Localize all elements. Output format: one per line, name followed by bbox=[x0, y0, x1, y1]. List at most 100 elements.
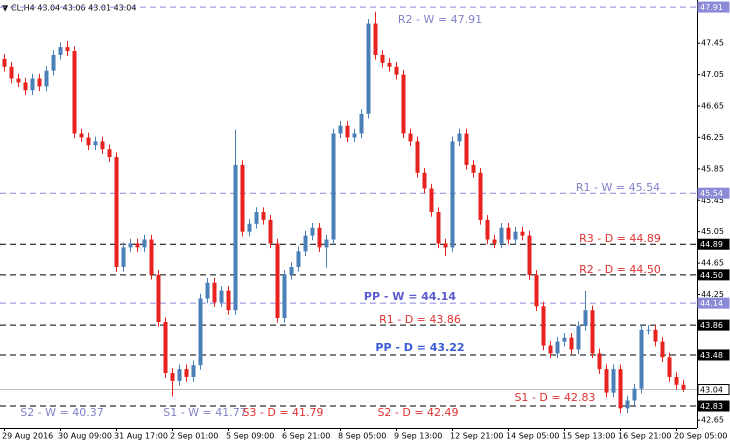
candle-body bbox=[597, 353, 602, 370]
candle-body bbox=[373, 23, 378, 55]
price-box bbox=[697, 319, 730, 331]
candle-body bbox=[107, 149, 112, 158]
candle-body bbox=[352, 133, 357, 138]
level-annotation: R3 - D = 44.89 bbox=[579, 232, 661, 245]
candle-body bbox=[590, 310, 595, 354]
candle-body bbox=[401, 74, 406, 134]
candle-body bbox=[569, 337, 574, 350]
candle-body bbox=[247, 223, 252, 232]
candle-body bbox=[457, 133, 462, 142]
candle-body bbox=[667, 357, 672, 377]
candle-body bbox=[506, 227, 511, 240]
candle-body bbox=[541, 306, 546, 346]
candle-body bbox=[170, 373, 175, 381]
candle-body bbox=[646, 329, 651, 331]
x-tick-label: 15 Sep 13:00 bbox=[562, 432, 615, 441]
candle-body bbox=[653, 329, 658, 342]
candle-body bbox=[240, 164, 245, 232]
candle-body bbox=[534, 274, 539, 307]
candle-body bbox=[408, 133, 413, 142]
price-box-label: 44.50 bbox=[700, 271, 723, 280]
price-box-label: 44.89 bbox=[700, 240, 723, 249]
y-tick-label: 45.85 bbox=[701, 164, 724, 173]
candle-body bbox=[205, 282, 210, 299]
candle-body bbox=[639, 329, 644, 389]
candle-body bbox=[345, 125, 350, 138]
candle-body bbox=[583, 310, 588, 326]
candle-body bbox=[135, 243, 140, 248]
y-tick-label: 47.45 bbox=[701, 39, 724, 48]
x-tick-label: 2 Sep 01:00 bbox=[170, 432, 218, 441]
candle-body bbox=[212, 282, 217, 303]
candle-body bbox=[37, 78, 42, 87]
x-tick-label: 8 Sep 05:00 bbox=[338, 432, 386, 441]
price-box-label: 43.86 bbox=[700, 321, 723, 330]
candle-body bbox=[317, 227, 322, 248]
candle-body bbox=[380, 54, 385, 63]
level-annotation: R2 - D = 44.50 bbox=[579, 263, 661, 276]
candle-body bbox=[114, 157, 119, 268]
candle-body bbox=[394, 66, 399, 75]
price-box bbox=[697, 238, 730, 250]
candle-body bbox=[604, 369, 609, 393]
candle-body bbox=[576, 325, 581, 350]
level-annotation: R1 - D = 43.86 bbox=[379, 313, 461, 326]
candle-body bbox=[359, 113, 364, 134]
y-tick-label: 44.65 bbox=[701, 259, 724, 268]
candle-body bbox=[471, 164, 476, 173]
candle-body bbox=[492, 239, 497, 244]
candle-body bbox=[2, 58, 7, 67]
price-box-label: 47.91 bbox=[700, 3, 723, 12]
candle-body bbox=[219, 290, 224, 303]
candle-body bbox=[436, 212, 441, 244]
candle-body bbox=[121, 247, 126, 268]
candle-body bbox=[450, 141, 455, 248]
x-tick-label: 16 Sep 21:00 bbox=[618, 432, 671, 441]
candle-body bbox=[611, 369, 616, 393]
x-tick-label: 30 Aug 09:00 bbox=[58, 432, 112, 441]
price-box bbox=[697, 400, 730, 412]
x-tick-label: 20 Sep 05:00 bbox=[674, 432, 727, 441]
y-tick-label: 46.65 bbox=[701, 102, 724, 111]
candle-body bbox=[548, 345, 553, 354]
price-box bbox=[697, 349, 730, 361]
candle-body bbox=[226, 290, 231, 311]
candle-body bbox=[282, 274, 287, 319]
candle-body bbox=[338, 125, 343, 134]
price-box-label: 44.14 bbox=[700, 299, 723, 308]
candle-body bbox=[72, 51, 77, 134]
x-tick-label: 12 Sep 21:00 bbox=[450, 432, 503, 441]
level-annotation: S3 - D = 41.79 bbox=[242, 406, 323, 419]
y-tick-label: 42.65 bbox=[701, 416, 724, 425]
candle-body bbox=[681, 384, 686, 390]
candle-body bbox=[261, 212, 266, 220]
candle-body bbox=[289, 267, 294, 275]
candle-body bbox=[464, 133, 469, 165]
candle-body bbox=[198, 298, 203, 366]
candle-body bbox=[429, 188, 434, 213]
candle-body bbox=[310, 227, 315, 236]
candle-body bbox=[366, 23, 371, 114]
y-tick-label: 44.25 bbox=[701, 290, 724, 299]
candle-body bbox=[268, 219, 273, 244]
price-box bbox=[697, 384, 730, 396]
candle-body bbox=[16, 78, 21, 83]
candle-body bbox=[555, 341, 560, 354]
triangle-icon: ▼ bbox=[2, 4, 9, 13]
chart-title: CL,H4 43.04 43.06 43.01 43.04 bbox=[11, 4, 136, 13]
level-annotation: R1 - W = 45.54 bbox=[576, 181, 660, 194]
candle-body bbox=[331, 133, 336, 240]
candle-body bbox=[177, 369, 182, 381]
level-annotation: S2 - D = 42.49 bbox=[377, 406, 458, 419]
candle-body bbox=[422, 172, 427, 189]
candle-body bbox=[9, 66, 14, 79]
price-box-label: 45.54 bbox=[700, 189, 723, 198]
candle-body bbox=[254, 212, 259, 224]
x-tick-label: 14 Sep 05:00 bbox=[506, 432, 559, 441]
price-box bbox=[697, 297, 730, 309]
candle-body bbox=[86, 137, 91, 146]
candle-body bbox=[618, 369, 623, 409]
candle-body bbox=[478, 172, 483, 220]
level-annotation: PP - D = 43.22 bbox=[375, 341, 464, 354]
